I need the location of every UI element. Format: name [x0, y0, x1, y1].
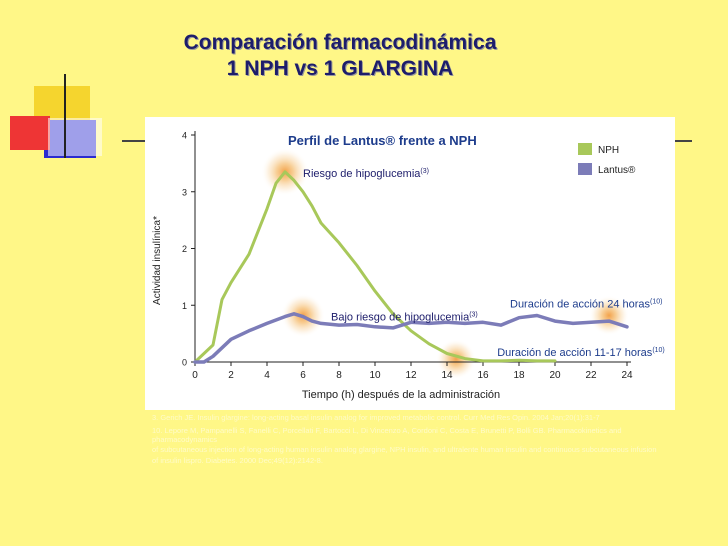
x-axis-label: Tiempo (h) después de la administración [302, 389, 500, 401]
x-tick-label: 14 [441, 370, 453, 381]
x-tick-label: 4 [264, 370, 270, 381]
y-tick-label: 3 [182, 187, 187, 197]
deco-red-square [10, 116, 50, 150]
series-line-lantus [193, 312, 629, 364]
x-tick-label: 10 [369, 370, 381, 381]
reference-10-c: of insulin lispro. Diabetes. 2000 Dec;49… [152, 455, 323, 465]
chart-title: Perfil de Lantus® frente a NPH [288, 133, 477, 148]
reference-10-b: of subcutaneous injection of long-acting… [152, 445, 657, 455]
annotation-3: Duración de acción 24 horas(10) [510, 298, 662, 310]
legend-swatch-nph [578, 143, 592, 155]
slide-title: Comparación farmacodinámica 1 NPH vs 1 G… [100, 30, 580, 82]
y-tick-label: 4 [182, 131, 187, 141]
annotation-ref: (10) [650, 298, 662, 305]
x-tick-label: 18 [513, 370, 525, 381]
title-line-1: Comparación farmacodinámica [183, 31, 497, 54]
reference-10-a: 10. Lepore M, Pampanelli S, Fanelli C, P… [152, 426, 622, 444]
reference-3: 3. Gerich JE. Insulin glargine: long-act… [152, 413, 600, 422]
annotation-ref: (3) [420, 168, 429, 175]
x-tick-label: 24 [621, 370, 633, 381]
legend-label-lantus: Lantus® [598, 165, 636, 176]
highlight-glow [436, 339, 476, 380]
series-line-nph [193, 170, 557, 364]
x-tick-label: 2 [228, 370, 234, 381]
x-tick-label: 16 [477, 370, 489, 381]
x-tick-label: 6 [300, 370, 306, 381]
annotation-4: Duración de acción 11-17 horas(10) [497, 347, 665, 359]
legend-swatch-lantus [578, 163, 592, 175]
deco-white-square [48, 118, 102, 156]
x-tick-label: 20 [549, 370, 561, 381]
x-tick-label: 8 [336, 370, 342, 381]
annotation-ref: (3) [469, 311, 478, 318]
x-tick-label: 12 [405, 370, 417, 381]
references: 3. Gerich JE. Insulin glargine: long-act… [152, 413, 677, 470]
annotation-2: Bajo riesgo de hipoglucemia(3) [331, 311, 478, 323]
x-tick-label: 0 [192, 370, 198, 381]
x-tick-label: 22 [585, 370, 597, 381]
deco-vertical-line [64, 74, 66, 158]
legend-label-nph: NPH [598, 145, 619, 156]
y-axis-label: Actividad insulínica* [152, 216, 163, 305]
y-tick-label: 2 [182, 244, 187, 254]
y-tick-label: 0 [182, 358, 187, 368]
y-tick-label: 1 [182, 301, 187, 311]
annotation-1: Riesgo de hipoglucemia(3) [303, 168, 429, 180]
title-line-2: 1 NPH vs 1 GLARGINA [226, 57, 454, 80]
annotation-ref: (10) [652, 347, 664, 354]
